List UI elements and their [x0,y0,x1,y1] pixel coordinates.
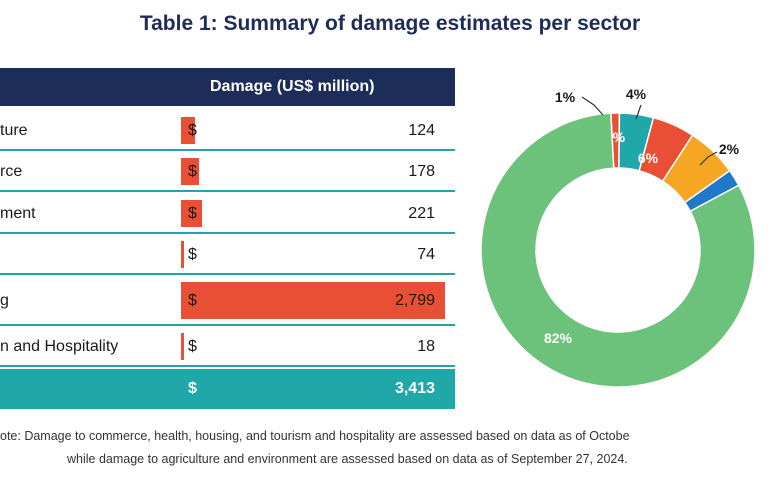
donut-chart: 1% 4%5%6%2%82% [480,86,756,388]
total-value: 3,413 [394,380,435,397]
row-value: 178 [408,162,435,180]
slice-label: 1% [555,89,576,105]
row-label: rce [0,162,23,180]
total-currency: $ [188,380,197,397]
row-value: 74 [417,245,435,263]
column-header-damage: Damage (US$ million) [210,78,375,95]
slice-label: 4% [626,86,647,102]
row-currency: $ [188,204,197,222]
table-row: ture $124 [0,110,455,151]
row-currency: $ [188,121,197,139]
row-label: n and Hospitality [0,337,119,355]
footnote-line-2: while damage to agriculture and environm… [67,452,628,466]
slice-label: 82% [544,330,573,346]
leader-line [699,151,718,166]
leader-line [635,104,642,120]
damage-bar [181,158,199,185]
damage-bar [181,241,184,268]
row-currency: $ [188,291,197,309]
page-title: Table 1: Summary of damage estimates per… [139,12,641,35]
row-label: ment [0,204,36,222]
damage-bar [181,282,445,319]
table-row: ment $221 [0,193,455,234]
table-header: Damage (US$ million) [0,68,455,106]
slice-label: 2% [719,141,740,157]
row-value: 124 [408,121,435,139]
table-row: n and Hospitality $18 [0,326,455,367]
row-currency: $ [188,337,197,355]
row-value: 2,799 [394,291,435,309]
total-row: $ 3,413 [0,369,455,409]
slice-label: 6% [638,150,659,166]
damage-bar [181,333,184,360]
damage-bar [181,200,202,227]
table-row: g $2,799 [0,275,455,326]
footnote-line-1: ote: Damage to commerce, health, housing… [0,429,630,443]
table-row: $74 [0,234,455,275]
row-value: 221 [408,204,435,222]
donut-slice [480,112,756,388]
row-label: ture [0,121,28,139]
table-row: rce $178 [0,151,455,192]
row-currency: $ [188,245,197,263]
damage-bar [181,117,195,144]
row-currency: $ [188,162,197,180]
row-label: g [0,291,9,309]
row-value: 18 [417,337,435,355]
leader-line [581,96,604,116]
